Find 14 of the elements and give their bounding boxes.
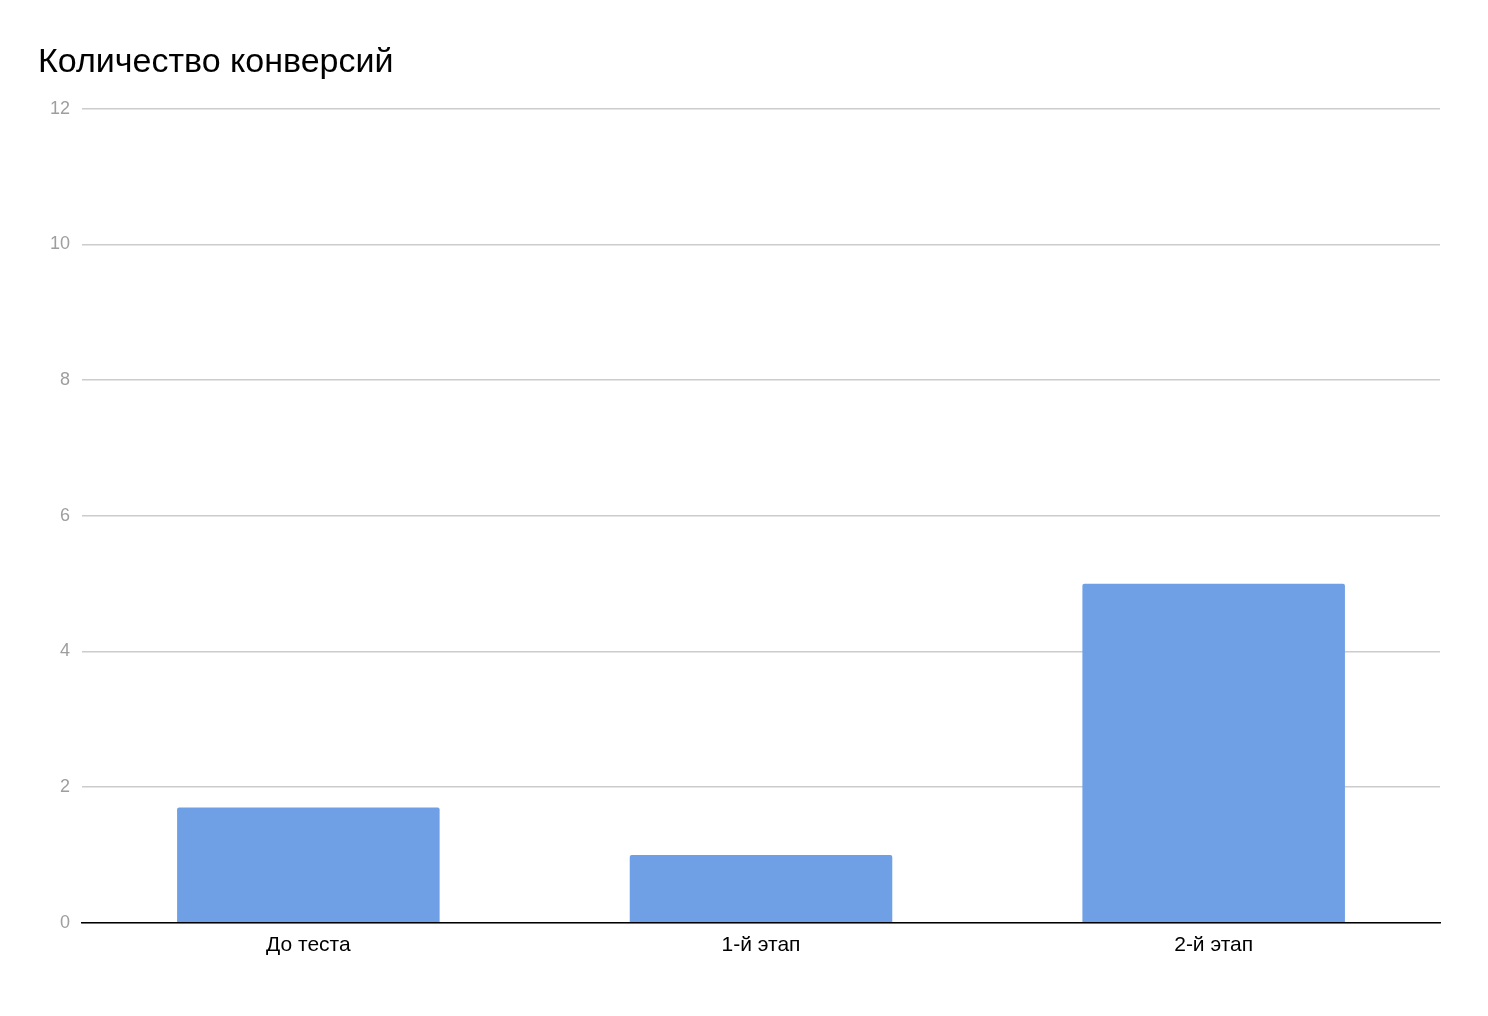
y-tick-label: 2	[60, 776, 71, 797]
x-tick-label: 1-й этап	[721, 932, 801, 956]
bar	[177, 807, 440, 923]
chart-title: Количество конверсий	[38, 40, 394, 79]
y-tick-label: 10	[49, 233, 71, 254]
y-tick-label: 12	[49, 97, 71, 118]
x-tick-label: 2-й этап	[1174, 932, 1254, 956]
y-tick-label: 6	[60, 504, 71, 525]
bar	[629, 854, 893, 923]
y-tick-label: 8	[60, 369, 71, 390]
y-tick-label: 4	[60, 640, 71, 661]
y-tick-label: 0	[60, 911, 71, 932]
bar	[1082, 583, 1345, 923]
x-tick-label: До теста	[266, 932, 351, 956]
